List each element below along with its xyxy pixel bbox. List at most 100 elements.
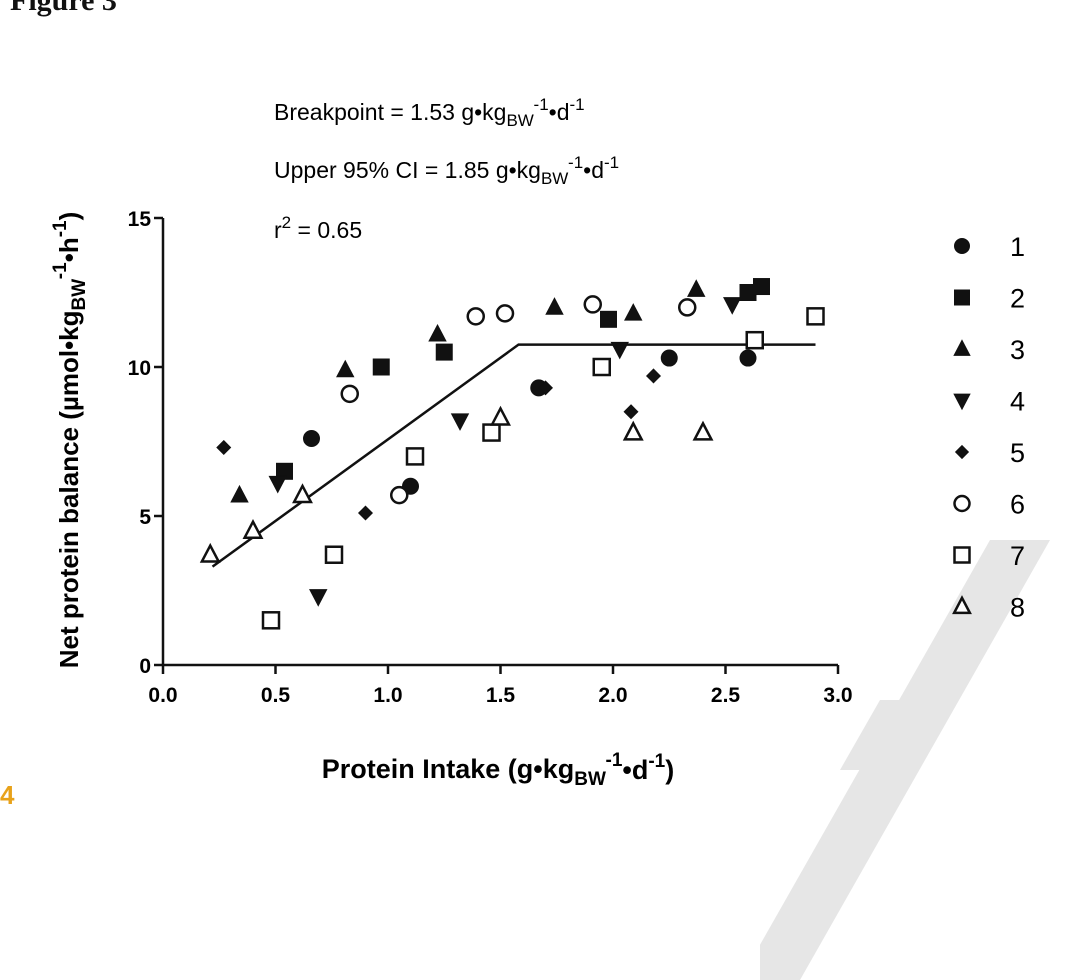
data-point-series-3	[428, 323, 447, 342]
x-tick-label: 0.5	[261, 684, 291, 707]
text-run: Net protein balance (µmol•kg	[54, 310, 84, 668]
data-point-series-3	[230, 484, 249, 503]
data-point-series-7	[745, 330, 764, 350]
data-point-series-3	[624, 303, 643, 321]
annotation-upper-ci: Upper 95% CI = 1.85 g•kgBW-1•d-1	[274, 153, 619, 188]
superscript: -1	[606, 750, 623, 771]
legend-marker-5	[954, 444, 970, 460]
data-point-series-6	[466, 307, 485, 326]
data-point-series-1	[660, 349, 678, 367]
text-run: Breakpoint = 1.53 g•kg	[274, 99, 506, 125]
y-tick-label: 0	[139, 655, 151, 678]
x-tick-label: 2.5	[711, 684, 741, 707]
data-point-series-4	[309, 589, 328, 607]
data-point-series-6	[678, 298, 697, 317]
watermark-notch	[840, 700, 940, 770]
data-point-series-7	[405, 447, 425, 466]
data-point-series-4	[450, 413, 470, 431]
data-point-series-5	[623, 404, 639, 420]
subscript: BW	[574, 769, 606, 790]
subscript: BW	[541, 169, 568, 188]
data-point-series-7	[324, 545, 344, 564]
legend-marker-1	[954, 238, 970, 254]
data-point-series-5	[537, 380, 554, 396]
superscript: -1	[604, 153, 619, 172]
legend-label-7: 7	[1010, 541, 1025, 571]
x-axis-label: Protein Intake (g•kgBW-1•d-1)	[322, 750, 675, 790]
legend-marker-2	[954, 289, 970, 306]
legend-label-1: 1	[1010, 232, 1025, 262]
data-point-series-7	[261, 611, 281, 630]
annotation-r-squared: r2 = 0.65	[274, 213, 362, 243]
data-point-series-6	[495, 304, 515, 323]
legend-label-4: 4	[1010, 387, 1025, 417]
text-run: •d	[583, 157, 604, 183]
data-point-series-2	[372, 358, 390, 376]
legend: 1 2 3 4 5 6 7 8	[952, 232, 1025, 623]
data-point-series-1	[303, 430, 320, 448]
text-run: •d	[549, 99, 570, 125]
x-tick-label: 1.5	[486, 684, 516, 707]
x-axis-ticks: 0.0 0.5 1.0 1.5 2.0 2.5 3.0	[148, 665, 853, 707]
text-run: )	[54, 212, 84, 221]
superscript: -1	[50, 262, 71, 279]
text-run: •d	[622, 755, 648, 785]
data-point-series-3	[545, 297, 564, 315]
text-run: = 0.65	[291, 217, 362, 243]
figure-label: Figure 3	[10, 0, 117, 17]
superscript: -1	[570, 95, 585, 114]
legend-label-8: 8	[1010, 593, 1025, 623]
legend-label-6: 6	[1010, 490, 1025, 520]
data-point-series-4	[268, 475, 287, 494]
x-tick-label: 2.0	[598, 684, 627, 707]
data-point-series-1	[739, 349, 757, 367]
text-run: Upper 95% CI = 1.85 g•kg	[274, 157, 541, 183]
page-number: 4	[0, 780, 15, 810]
data-point-series-4	[723, 297, 742, 315]
superscript: -1	[50, 220, 71, 237]
fit-line-group	[211, 343, 816, 568]
data-point-series-2	[753, 278, 770, 296]
y-axis-label: Net protein balance (µmol•kgBW-1•h-1)	[50, 212, 90, 669]
y-axis-ticks: 0 5 10 15	[128, 208, 163, 678]
data-point-series-7	[592, 357, 611, 377]
data-point-series-6	[583, 295, 602, 314]
fit-line	[211, 343, 816, 568]
legend-marker-3	[953, 339, 971, 356]
data-point-series-8	[692, 420, 714, 441]
legend-marker-8	[952, 595, 972, 615]
text-run: •h	[54, 237, 84, 262]
data-points	[199, 278, 825, 630]
data-point-series-5	[645, 368, 662, 384]
x-tick-label: 3.0	[823, 684, 852, 707]
text-run: )	[665, 755, 674, 785]
data-point-series-3	[687, 279, 706, 297]
x-tick-label: 0.0	[148, 684, 177, 707]
superscript: 2	[282, 213, 291, 232]
legend-marker-7	[953, 546, 971, 564]
data-point-series-8	[199, 542, 221, 563]
data-point-series-5	[216, 439, 232, 455]
superscript: -1	[534, 95, 549, 114]
y-tick-label: 10	[128, 357, 151, 380]
superscript: -1	[568, 153, 583, 172]
data-point-series-3	[336, 359, 355, 378]
x-tick-label: 1.0	[373, 684, 402, 707]
data-point-series-8	[242, 519, 264, 539]
legend-label-5: 5	[1010, 438, 1025, 468]
annotation-breakpoint: Breakpoint = 1.53 g•kgBW-1•d-1	[274, 95, 585, 130]
legend-marker-6	[953, 494, 971, 513]
legend-label-2: 2	[1010, 284, 1025, 314]
data-point-series-2	[435, 343, 453, 361]
legend-marker-4	[953, 393, 971, 411]
y-tick-label: 5	[139, 506, 151, 529]
data-point-series-6	[340, 384, 359, 404]
data-point-series-8	[622, 420, 644, 441]
data-point-series-4	[610, 341, 629, 360]
data-point-series-2	[600, 310, 617, 328]
data-point-series-5	[357, 505, 374, 521]
data-point-series-8	[292, 483, 313, 504]
data-point-series-7	[806, 307, 825, 326]
subscript: BW	[69, 279, 90, 311]
